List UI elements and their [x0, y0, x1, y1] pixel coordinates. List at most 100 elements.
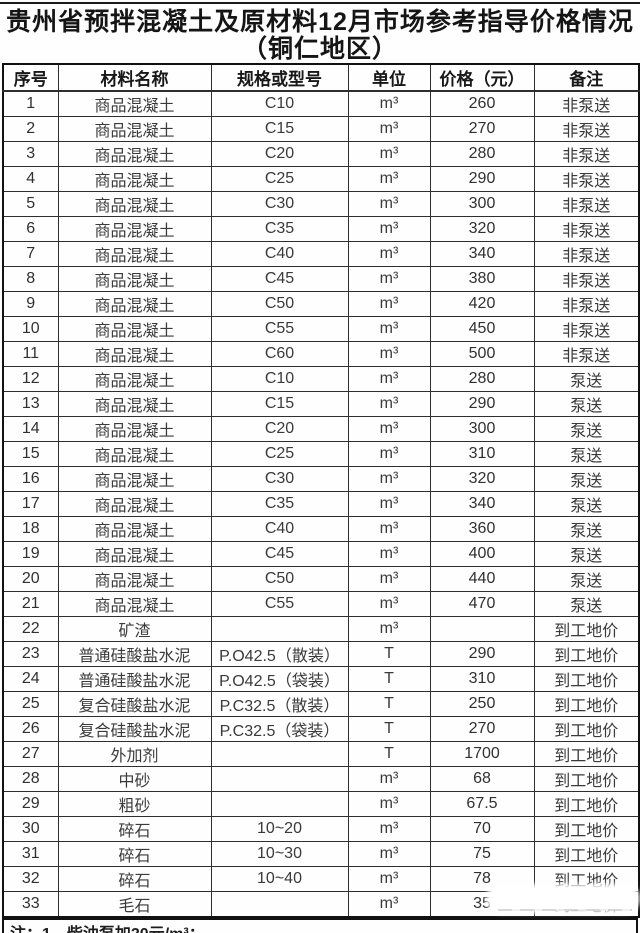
- table-cell: m³: [347, 90, 431, 117]
- table-row: 27 外加剂 T 1700 到工地价: [2, 741, 640, 767]
- table-cell: 非泵送: [533, 141, 640, 167]
- table-cell: 碎石: [57, 816, 212, 842]
- table-cell: m³: [347, 566, 431, 592]
- table-cell: 5: [2, 191, 59, 217]
- table-row: 9 商品混凝土 C50 m³ 420 非泵送: [2, 291, 640, 317]
- column-header: 价格（元）: [429, 63, 535, 92]
- table-cell: [210, 616, 349, 642]
- table-cell: 商品混凝土: [57, 216, 212, 242]
- table-cell: 70: [429, 816, 535, 842]
- notes-section: 注：1、柴油泵加20元/m³；2、臂架泵加25元/m³（52米以下），加30元/…: [2, 918, 638, 933]
- title-line-1: 贵州省预拌混凝土及原材料12月市场参考指导价格情况: [6, 8, 634, 36]
- table-cell: m³: [347, 766, 431, 792]
- table-cell: m³: [347, 591, 431, 617]
- table-cell: 20: [2, 566, 59, 592]
- table-cell: 商品混凝土: [57, 291, 212, 317]
- table-cell: 280: [429, 366, 535, 392]
- table-cell: m³: [347, 216, 431, 242]
- table-row: 23 普通硅酸盐水泥 P.O42.5（散装） T 290 到工地价: [2, 641, 640, 667]
- table-cell: 泵送: [533, 366, 640, 392]
- table-cell: 复合硅酸盐水泥: [57, 716, 212, 742]
- table-cell: 7: [2, 241, 59, 267]
- table-cell: 27: [2, 741, 59, 767]
- table-cell: 21: [2, 591, 59, 617]
- table-cell: 到工地价: [533, 616, 640, 642]
- note-row: 注：1、柴油泵加20元/m³；: [2, 918, 638, 933]
- price-table: 序号 材料名称 规格或型号 单位 价格（元） 备注 1 商品混凝土 C10 m³ 260 非泵送 2 商…: [2, 63, 640, 918]
- table-cell: 17: [2, 491, 59, 517]
- table-cell: 泵送: [533, 491, 640, 517]
- table-cell: 粗砂: [57, 791, 212, 817]
- table-row: 3 商品混凝土 C20 m³ 280 非泵送: [2, 141, 640, 167]
- table-row: 32 碎石 10~40 m³ 78 到工地价: [2, 866, 640, 892]
- table-cell: 碎石: [57, 841, 212, 867]
- table-cell: C55: [210, 316, 349, 342]
- table-row: 5 商品混凝土 C30 m³ 300 非泵送: [2, 191, 640, 217]
- table-cell: P.C32.5（袋装）: [210, 716, 349, 742]
- table-cell: 普通硅酸盐水泥: [57, 641, 212, 667]
- notes-body: 注：1、柴油泵加20元/m³；2、臂架泵加25元/m³（52米以下），加30元/…: [2, 918, 638, 933]
- table-cell: 商品混凝土: [57, 366, 212, 392]
- table-cell: 280: [429, 141, 535, 167]
- table-cell: m³: [347, 141, 431, 167]
- table-cell: m³: [347, 441, 431, 467]
- table-cell: 310: [429, 666, 535, 692]
- table-cell: C40: [210, 516, 349, 542]
- table-cell: C40: [210, 241, 349, 267]
- table-cell: 非泵送: [533, 266, 640, 292]
- table-cell: 32: [2, 866, 59, 892]
- table-cell: 33: [2, 891, 59, 918]
- table-cell: 到工地价: [533, 716, 640, 742]
- table-cell: m³: [347, 291, 431, 317]
- table-cell: 25: [2, 691, 59, 717]
- table-cell: C15: [210, 116, 349, 142]
- table-cell: C55: [210, 591, 349, 617]
- table-cell: [210, 766, 349, 792]
- table-cell: 非泵送: [533, 191, 640, 217]
- table-cell: 380: [429, 266, 535, 292]
- table-cell: 270: [429, 116, 535, 142]
- table-cell: T: [347, 716, 431, 742]
- table-cell: C30: [210, 466, 349, 492]
- table-row: 1 商品混凝土 C10 m³ 260 非泵送: [2, 90, 640, 117]
- table-cell: 到工地价: [533, 666, 640, 692]
- table-body: 1 商品混凝土 C10 m³ 260 非泵送 2 商品混凝土 C15 m³ 270 非泵送 3 商品混凝土…: [2, 90, 640, 918]
- table-cell: 10~40: [210, 866, 349, 892]
- table-row: 11 商品混凝土 C60 m³ 500 非泵送: [2, 341, 640, 367]
- table-cell: m³: [347, 391, 431, 417]
- table-cell: 泵送: [533, 441, 640, 467]
- table-cell: 11: [2, 341, 59, 367]
- table-cell: P.O42.5（散装）: [210, 641, 349, 667]
- table-cell: m³: [347, 316, 431, 342]
- table-cell: 15: [2, 441, 59, 467]
- table-row: 8 商品混凝土 C45 m³ 380 非泵送: [2, 266, 640, 292]
- table-cell: 非泵送: [533, 116, 640, 142]
- table-cell: m³: [347, 416, 431, 442]
- table-cell: 商品混凝土: [57, 166, 212, 192]
- table-cell: C35: [210, 491, 349, 517]
- table-row: 21 商品混凝土 C55 m³ 470 泵送: [2, 591, 640, 617]
- table-cell: 矿渣: [57, 616, 212, 642]
- table-row: 6 商品混凝土 C35 m³ 320 非泵送: [2, 216, 640, 242]
- table-cell: C30: [210, 191, 349, 217]
- column-header: 规格或型号: [210, 63, 349, 92]
- top-border-line: [0, 2, 640, 4]
- table-cell: 商品混凝土: [57, 491, 212, 517]
- table-cell: 19: [2, 541, 59, 567]
- table-cell: 16: [2, 466, 59, 492]
- table-header-row: 序号 材料名称 规格或型号 单位 价格（元） 备注: [2, 63, 640, 92]
- table-cell: 10~20: [210, 816, 349, 842]
- table-cell: 250: [429, 691, 535, 717]
- table-cell: C35: [210, 216, 349, 242]
- table-row: 22 矿渣 m³ 到工地价: [2, 616, 640, 642]
- table-cell: [429, 616, 535, 642]
- table-cell: 470: [429, 591, 535, 617]
- table-cell: 270: [429, 716, 535, 742]
- table-cell: T: [347, 666, 431, 692]
- table-row: 17 商品混凝土 C35 m³ 340 泵送: [2, 491, 640, 517]
- table-cell: 18: [2, 516, 59, 542]
- table-cell: 泵送: [533, 591, 640, 617]
- table-cell: 10~30: [210, 841, 349, 867]
- table-cell: 普通硅酸盐水泥: [57, 666, 212, 692]
- table-row: 2 商品混凝土 C15 m³ 270 非泵送: [2, 116, 640, 142]
